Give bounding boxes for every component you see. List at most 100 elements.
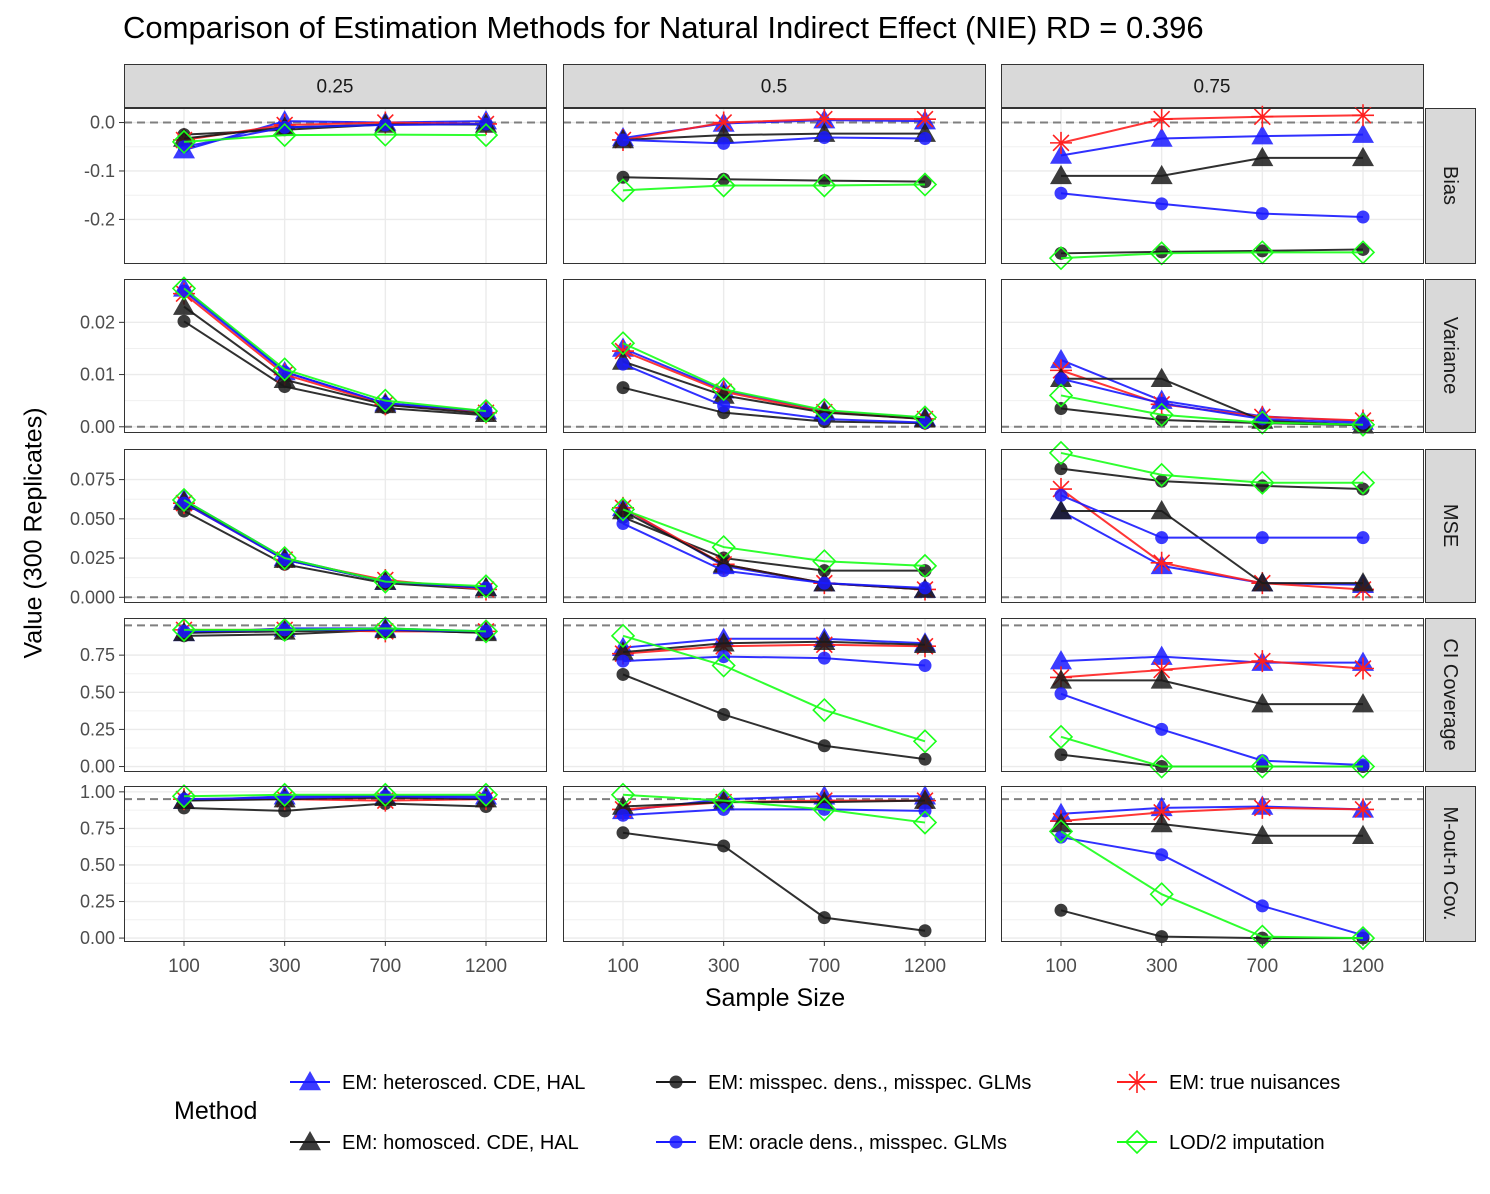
panel-m-out-n-cov-0-5	[563, 782, 986, 942]
panel-border	[124, 108, 547, 264]
marker-diamond	[711, 173, 736, 198]
series-line	[622, 799, 926, 808]
series-em-homosced-cde-hal	[1050, 146, 1374, 185]
series-line	[1060, 248, 1364, 255]
legend-item-em-homosced-cde-hal: EM: homosced. CDE, HAL	[290, 1131, 579, 1154]
marker-circle	[1255, 899, 1269, 913]
series-line	[183, 287, 487, 413]
series-line	[1060, 494, 1363, 539]
marker-triangle	[1050, 813, 1072, 833]
panel-background	[124, 786, 547, 942]
marker-circle	[717, 172, 731, 186]
legend-label: EM: heterosced. CDE, HAL	[342, 1072, 585, 1094]
series-line	[183, 305, 487, 415]
marker-diamond	[373, 782, 398, 807]
marker-circle	[669, 1075, 683, 1089]
marker-diamond	[912, 553, 938, 579]
marker-circle	[378, 789, 392, 803]
marker-triangle	[1150, 813, 1173, 833]
x-tick-label: 300	[708, 956, 740, 977]
marker-star	[1352, 104, 1374, 127]
marker-diamond	[272, 122, 297, 148]
series-line	[1060, 660, 1364, 679]
marker-circle	[669, 1135, 683, 1149]
x-tick-label: 1200	[904, 956, 946, 977]
panel-background	[1001, 449, 1424, 603]
series-line	[1060, 251, 1363, 260]
marker-triangle	[1352, 824, 1374, 844]
marker-star	[1150, 551, 1173, 574]
marker-triangle	[813, 791, 836, 811]
facet-strip-label: 0.25	[317, 77, 354, 98]
marker-diamond	[171, 617, 197, 643]
marker-circle	[1356, 210, 1370, 224]
facet-strip-0-75	[1001, 64, 1424, 108]
x-tick-label: 100	[168, 956, 200, 977]
facet-strip-label: 0.5	[761, 77, 787, 98]
series-lod-2-imputation	[1048, 819, 1376, 951]
marker-diamond	[1350, 754, 1376, 779]
panel-m-out-n-cov-0-25	[124, 782, 547, 942]
marker-diamond	[171, 276, 197, 301]
marker-triangle	[1150, 645, 1173, 665]
series-line	[1061, 679, 1363, 706]
series-em-oracle-dens-misspec-glms	[1054, 488, 1370, 545]
series-line	[1060, 488, 1364, 591]
series-em-homosced-cde-hal	[1050, 499, 1374, 592]
marker-triangle	[1050, 650, 1072, 670]
series-line	[622, 176, 926, 183]
panel-m-out-n-cov-0-75	[1001, 786, 1424, 951]
panel-bias-0-5	[563, 108, 986, 264]
marker-triangle	[813, 630, 836, 651]
series-line	[183, 802, 487, 812]
marker-triangle	[1352, 693, 1374, 713]
y-tick-label: 0.02	[80, 312, 115, 332]
series-line	[1060, 655, 1363, 664]
marker-diamond	[473, 574, 499, 599]
marker-triangle	[173, 295, 195, 315]
series-line	[622, 360, 926, 420]
marker-triangle	[1150, 499, 1173, 520]
row-strip-ci-coverage	[1425, 618, 1476, 772]
marker-circle	[278, 365, 292, 379]
marker-diamond	[610, 623, 636, 648]
marker-circle	[817, 739, 831, 753]
marker-circle	[1255, 207, 1269, 221]
panel-border	[1001, 108, 1424, 264]
y-tick-label: 0.00	[80, 417, 115, 437]
marker-star	[1126, 1071, 1148, 1093]
marker-star	[1050, 131, 1072, 154]
marker-diamond	[1250, 924, 1275, 949]
series-lod-2-imputation	[610, 172, 938, 203]
marker-diamond	[711, 377, 736, 402]
marker-circle	[1255, 479, 1269, 493]
marker-diamond	[610, 331, 636, 356]
legend-label: EM: oracle dens., misspec. GLMs	[708, 1132, 1007, 1154]
marker-diamond	[272, 782, 297, 807]
y-tick-label: 1.00	[80, 782, 115, 802]
marker-circle	[817, 576, 831, 590]
marker-diamond	[711, 534, 736, 560]
marker-star	[914, 108, 936, 131]
panel-mse-0-25	[124, 449, 547, 603]
series-line	[622, 132, 925, 141]
marker-circle	[1356, 531, 1370, 545]
panel-border	[563, 449, 986, 603]
series-line	[183, 290, 487, 413]
panel-background	[563, 786, 986, 942]
legend-title: Method	[174, 1097, 258, 1125]
marker-circle	[1155, 930, 1169, 944]
series-line	[1060, 114, 1364, 144]
y-tick-label: 0.050	[70, 509, 115, 529]
chart-title: Comparison of Estimation Methods for Nat…	[123, 10, 1204, 45]
panel-ci-coverage-0-5	[563, 618, 986, 772]
marker-star	[1251, 105, 1274, 128]
series-line	[622, 342, 926, 419]
marker-circle	[918, 659, 932, 673]
y-tick-label: 0.50	[80, 682, 115, 702]
series-em-oracle-dens-misspec-glms	[616, 517, 932, 595]
panel-border	[1001, 449, 1424, 603]
marker-circle	[177, 496, 191, 510]
series-em-misspec-dens-misspec-glms	[616, 667, 932, 766]
marker-triangle	[1050, 348, 1072, 369]
